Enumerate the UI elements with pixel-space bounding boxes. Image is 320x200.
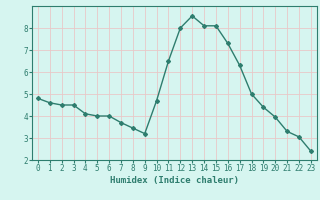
- X-axis label: Humidex (Indice chaleur): Humidex (Indice chaleur): [110, 176, 239, 185]
